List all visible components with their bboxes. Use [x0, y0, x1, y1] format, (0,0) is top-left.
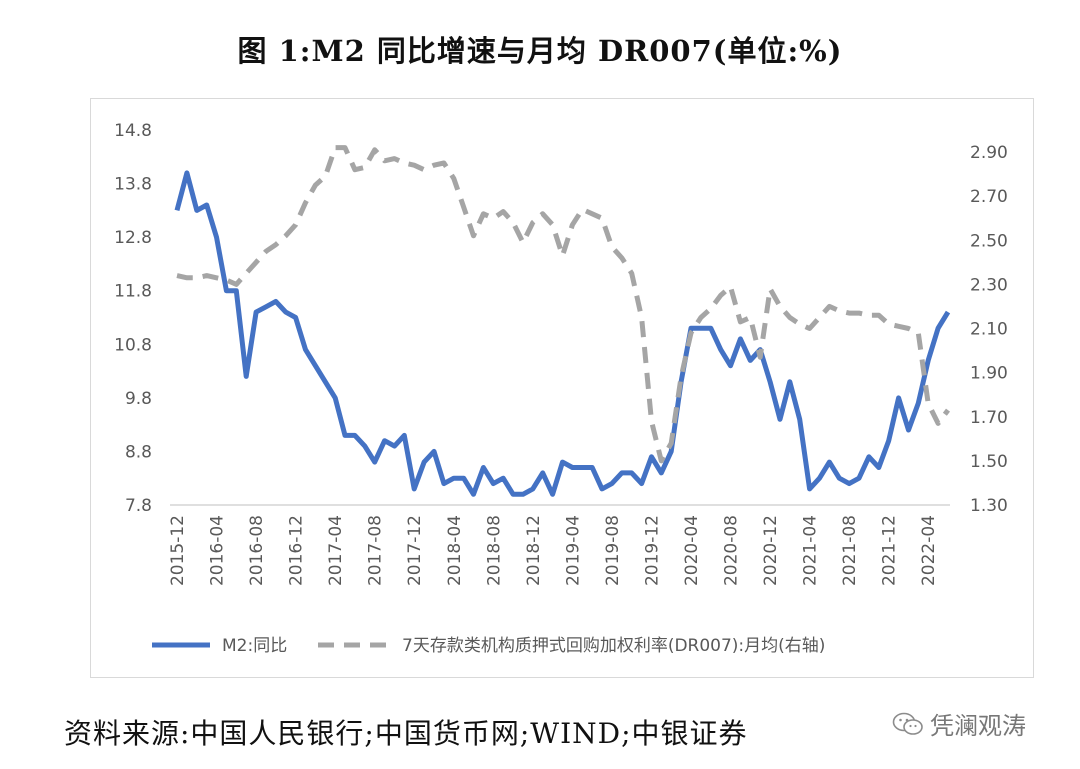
x-tick-label: 2016-12	[287, 515, 307, 586]
legend-m2-label: M2:同比	[222, 636, 287, 656]
left-tick-label: 7.8	[125, 496, 152, 516]
x-tick-label: 2019-08	[603, 515, 623, 586]
right-tick-label: 2.30	[970, 275, 1008, 295]
x-tick-label: 2022-04	[919, 515, 939, 586]
right-axis: 2.90 2.70 2.50 2.30 2.10 1.90 1.70 1.50 1.30	[970, 143, 1008, 516]
x-tick-label: 2021-04	[801, 515, 821, 586]
wechat-icon	[892, 712, 923, 735]
x-tick-label: 2021-08	[840, 515, 860, 586]
x-tick-label: 2017-12	[405, 515, 425, 586]
legend: M2:同比 7天存款类机构质押式回购加权利率(DR007):月均(右轴)	[152, 636, 825, 656]
x-tick-label: 2016-04	[208, 515, 228, 586]
right-tick-label: 2.90	[970, 143, 1008, 163]
x-tick-label: 2015-12	[168, 515, 188, 586]
chart-title: 图 1:M2 同比增速与月均 DR007(单位:%)	[237, 34, 843, 68]
x-tick-label: 2018-12	[524, 515, 544, 586]
x-axis: 2015-12 2016-04 2016-08 2016-12 2017-04 2017-…	[168, 515, 939, 586]
watermark: 凭澜观涛	[892, 706, 1026, 741]
left-tick-label: 9.8	[125, 389, 152, 409]
x-tick-label: 2019-12	[642, 515, 662, 586]
x-tick-label: 2017-08	[366, 515, 386, 586]
x-tick-label: 2016-08	[247, 515, 267, 586]
series-layer	[174, 145, 951, 497]
x-tick-label: 2020-04	[682, 515, 702, 586]
left-tick-label: 8.8	[125, 442, 152, 462]
right-tick-label: 1.50	[970, 452, 1008, 472]
left-tick-label: 10.8	[114, 335, 152, 355]
chart-frame	[90, 98, 1034, 678]
right-tick-label: 2.10	[970, 320, 1008, 340]
right-tick-label: 2.70	[970, 187, 1008, 207]
x-tick-label: 2017-04	[326, 515, 346, 586]
x-tick-label: 2020-12	[761, 515, 781, 586]
right-tick-label: 1.70	[970, 408, 1008, 428]
left-tick-label: 11.8	[114, 282, 152, 302]
left-tick-label: 14.8	[114, 121, 152, 141]
legend-dr007-label: 7天存款类机构质押式回购加权利率(DR007):月均(右轴)	[402, 636, 825, 656]
right-tick-label: 1.30	[970, 496, 1008, 516]
x-tick-label: 2020-08	[722, 515, 742, 586]
m2-series-line	[174, 170, 951, 497]
right-tick-label: 2.50	[970, 231, 1008, 251]
x-tick-label: 2019-04	[563, 515, 583, 586]
right-tick-label: 1.90	[970, 364, 1008, 384]
watermark-text: 凭澜观涛	[930, 712, 1026, 740]
source-note: 资料来源:中国人民银行;中国货币网;WIND;中银证券	[64, 717, 748, 750]
left-tick-label: 13.8	[114, 175, 152, 195]
left-axis: 14.8 13.8 12.8 11.8 10.8 9.8 8.8 7.8	[114, 121, 152, 516]
x-tick-label: 2018-04	[445, 515, 465, 586]
x-tick-label: 2018-08	[484, 515, 504, 586]
x-tick-label: 2021-12	[880, 515, 900, 586]
left-tick-label: 12.8	[114, 228, 152, 248]
dr007-series-line	[176, 145, 951, 464]
